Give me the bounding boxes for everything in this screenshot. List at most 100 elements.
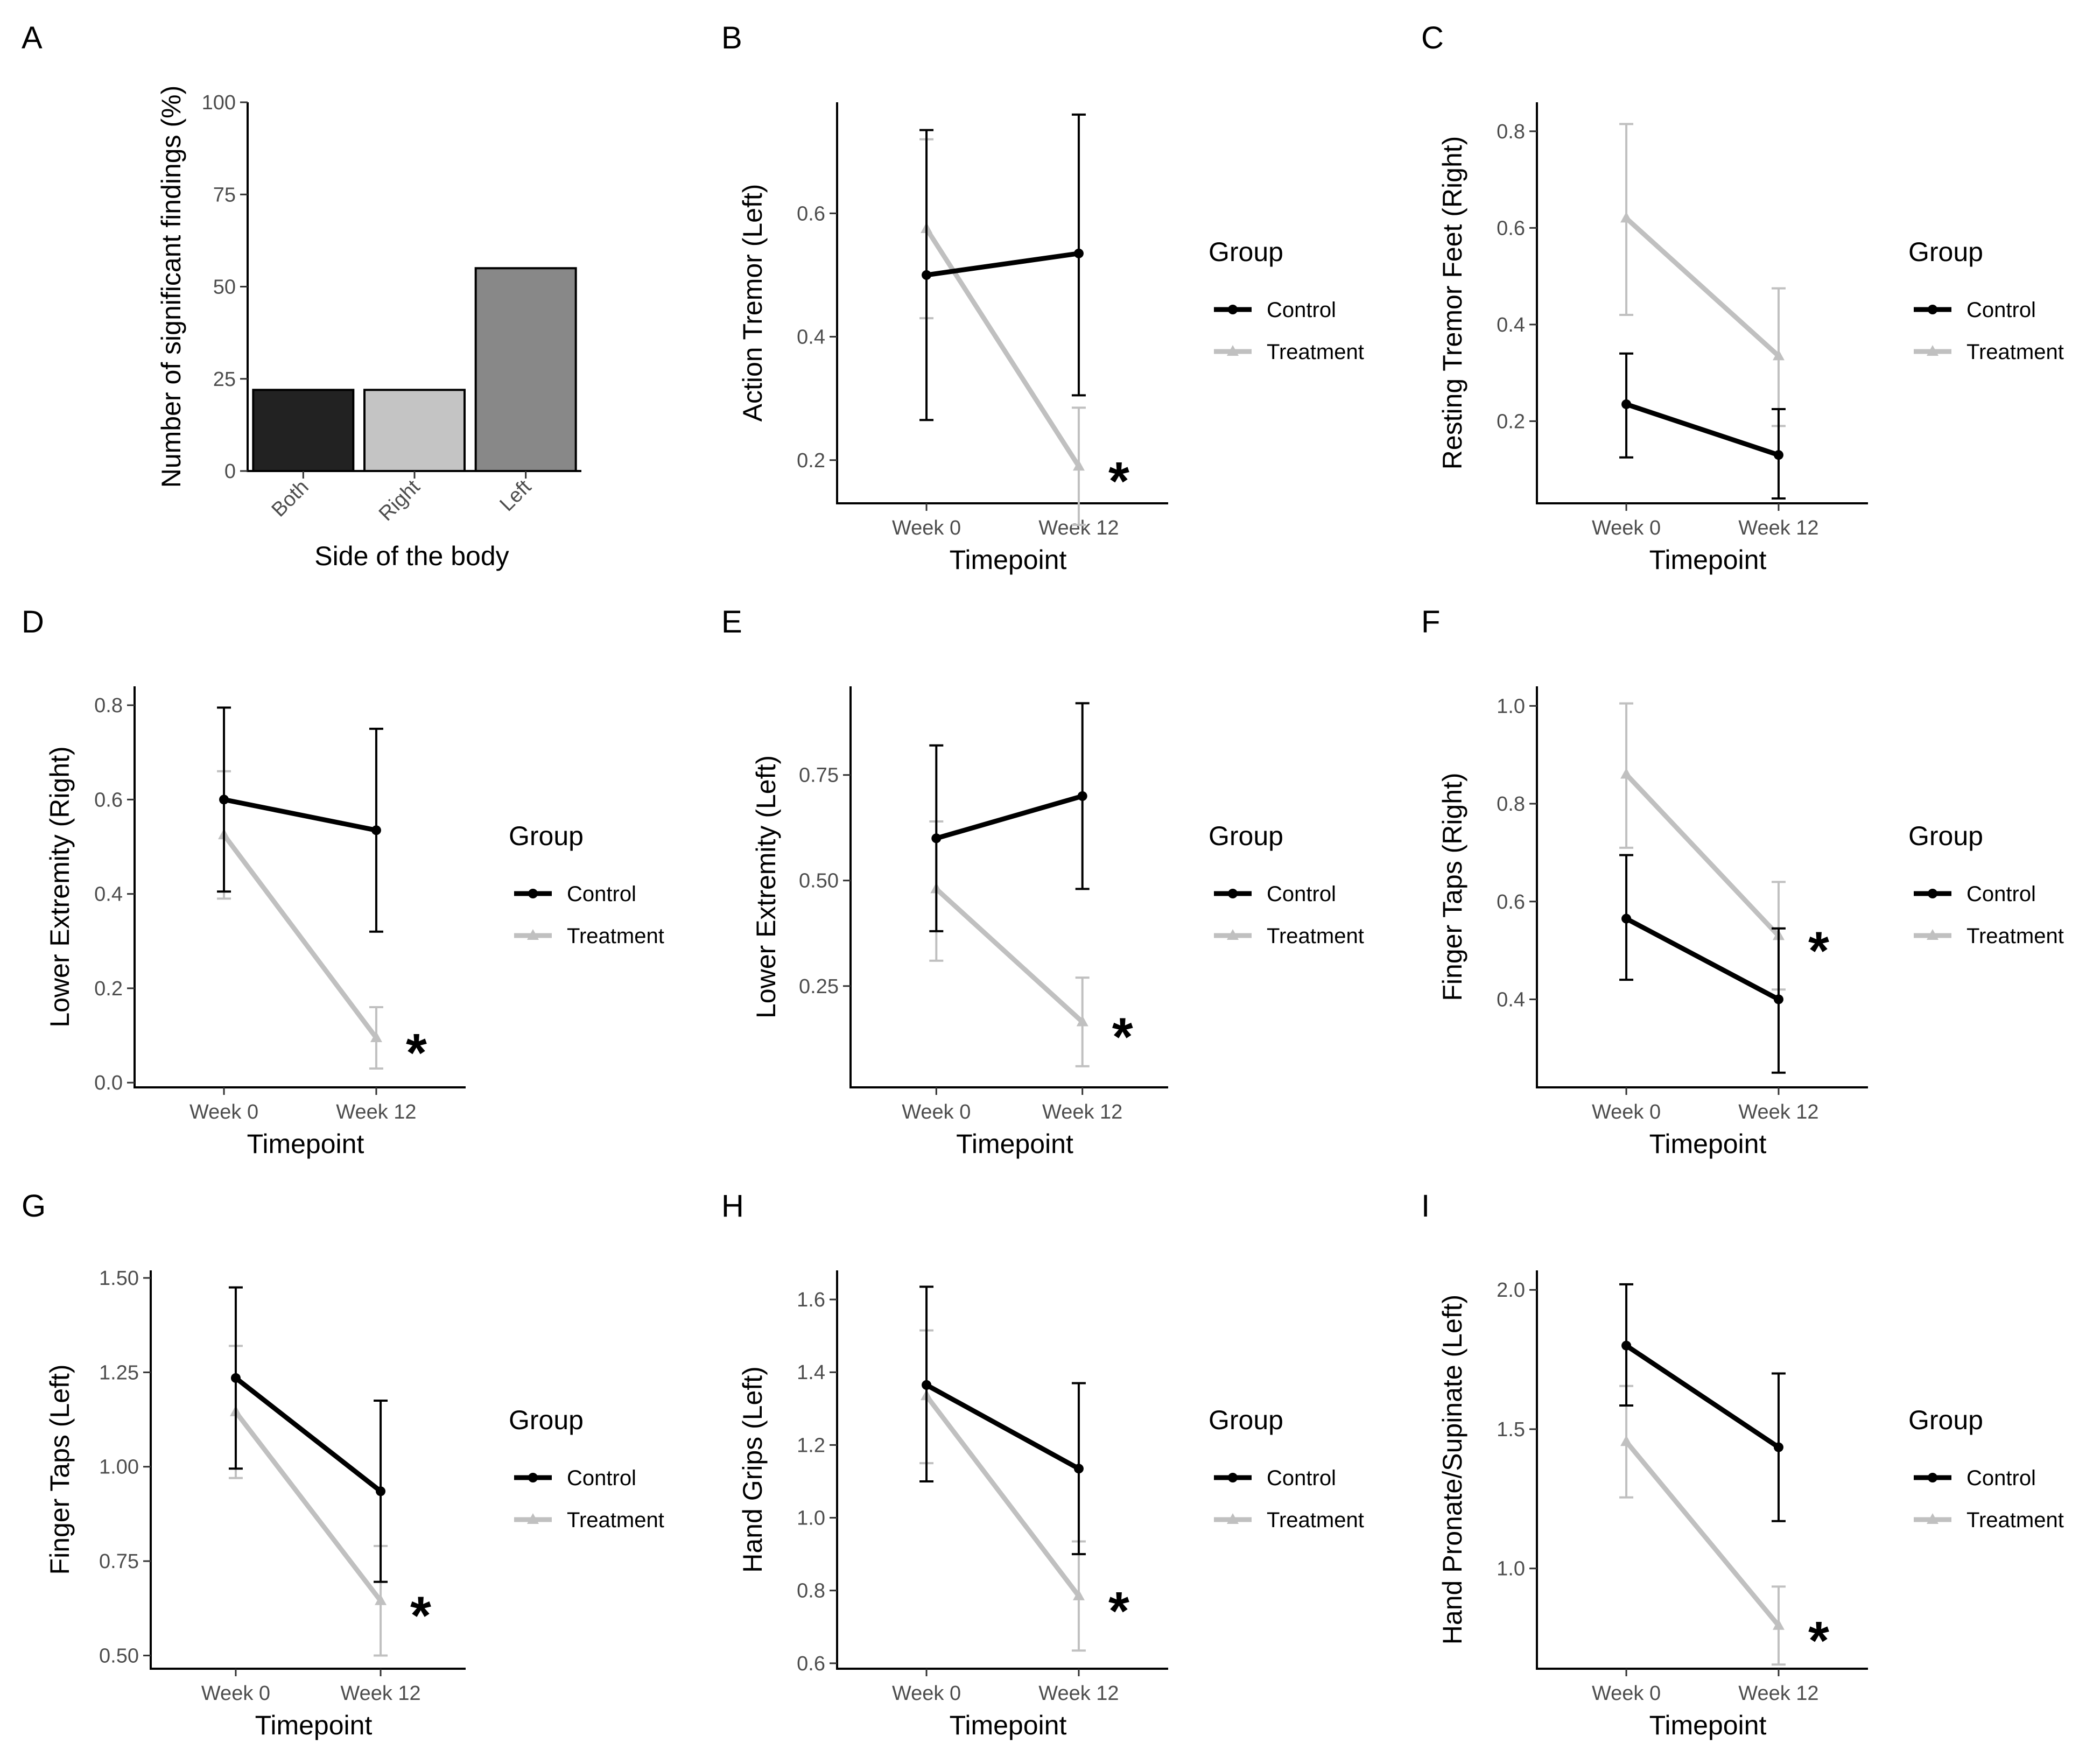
- x-axis-title: Timepoint: [1649, 545, 1767, 575]
- data-point: [1620, 1435, 1633, 1446]
- data-point: [230, 1373, 241, 1383]
- series-treatment: [919, 138, 1086, 526]
- legend-label: Control: [1267, 882, 1336, 906]
- data-point: [1772, 349, 1785, 361]
- significance-star: *: [1108, 451, 1129, 511]
- legend-label: Treatment: [1966, 340, 2064, 364]
- x-tick-label: Week 0: [892, 1682, 961, 1705]
- data-point: [371, 825, 381, 835]
- legend-label: Treatment: [1966, 924, 2064, 948]
- y-tick-label: 0.6: [94, 789, 123, 811]
- data-point: [1072, 1589, 1085, 1600]
- legend-key-marker: [1228, 889, 1238, 898]
- y-tick-label: 0.2: [94, 978, 123, 1000]
- y-tick-label: 0.50: [799, 870, 839, 892]
- legend-label: Control: [567, 1466, 636, 1490]
- x-axis-title: Timepoint: [255, 1710, 373, 1740]
- legend: Group Control Treatment: [1908, 1405, 2064, 1532]
- y-tick-label: 1.2: [797, 1434, 825, 1457]
- data-point: [1072, 460, 1085, 471]
- legend-key-marker: [1928, 1473, 1937, 1482]
- series-line: [1624, 772, 1781, 938]
- y-axis-title: Hand Pronate/Supinate (Left): [1437, 1295, 1467, 1644]
- y-tick-label: 0.4: [797, 326, 825, 349]
- legend-title: Group: [509, 821, 584, 851]
- y-axis-title: Lower Extremity (Right): [45, 746, 75, 1027]
- legend-key-marker: [527, 1513, 539, 1524]
- panel-letter-b: B: [721, 20, 742, 55]
- series-treatment: [1619, 123, 1786, 427]
- x-tick-label: Week 12: [1738, 517, 1818, 539]
- panel-f: F 0.4 0.6 0.8 1.0 Finger Taps (Right) Week 0 We…: [1421, 605, 2064, 1159]
- legend: Group Control Treatment: [1209, 237, 1364, 364]
- legend: Group Control Treatment: [509, 1405, 664, 1532]
- x-tick-label: Right: [375, 475, 425, 525]
- series-line: [924, 226, 1081, 469]
- legend-title: Group: [1908, 821, 1983, 851]
- series-treatment: [929, 820, 1090, 1067]
- x-tick-label: Left: [496, 475, 536, 516]
- data-point: [1620, 768, 1633, 779]
- series-line: [933, 886, 1085, 1024]
- y-tick-label: 0.50: [99, 1644, 139, 1667]
- x-tick-label: Week 0: [902, 1101, 971, 1123]
- y-tick-label: 1.6: [797, 1289, 825, 1311]
- series-treatment: [919, 1329, 1086, 1652]
- data-point: [1621, 1340, 1632, 1351]
- series-line: [933, 793, 1085, 841]
- legend-label: Control: [1966, 882, 2036, 906]
- panel-e: E 0.25 0.50 0.75 Lower Extremity (Left) Week …: [721, 605, 1364, 1159]
- legend-key-marker: [1927, 1513, 1939, 1524]
- series-line: [1624, 916, 1781, 1002]
- y-tick-label: 0.2: [797, 449, 825, 472]
- y-tick-label: 0.75: [799, 764, 839, 787]
- x-tick-label: Week 0: [892, 517, 961, 539]
- x-tick-label: Week 12: [336, 1101, 416, 1123]
- panel-letter-a: A: [22, 20, 43, 55]
- data-point: [931, 833, 942, 844]
- panel-letter-i: I: [1421, 1189, 1430, 1224]
- series-line: [233, 1409, 383, 1604]
- legend-key-marker: [1228, 1473, 1238, 1482]
- legend-label: Control: [1966, 298, 2036, 322]
- data-point: [370, 1031, 382, 1042]
- legend-title: Group: [1209, 237, 1283, 267]
- x-tick-label: Week 12: [1038, 1682, 1119, 1705]
- legend-key-marker: [1227, 345, 1239, 356]
- legend-label: Treatment: [1966, 1508, 2064, 1532]
- y-tick-label: 1.0: [1497, 1558, 1525, 1580]
- legend-label: Control: [1267, 298, 1336, 322]
- legend-title: Group: [1908, 237, 1983, 267]
- legend-key-marker: [1227, 1513, 1239, 1524]
- data-point: [1773, 450, 1783, 460]
- series-line: [924, 251, 1081, 278]
- y-axis-title: Action Tremor (Left): [738, 184, 768, 422]
- y-tick-label: 1.5: [1497, 1418, 1525, 1441]
- x-tick-label: Week 0: [189, 1101, 258, 1123]
- series-control: [919, 1285, 1086, 1556]
- series-treatment: [1619, 702, 1786, 991]
- panel-letter-d: D: [22, 605, 44, 639]
- series-line: [924, 1382, 1081, 1471]
- y-axis-title: Resting Tremor Feet (Right): [1437, 136, 1467, 470]
- data-point: [1773, 1442, 1783, 1452]
- series-line: [924, 1393, 1081, 1599]
- legend-label: Treatment: [1267, 1508, 1364, 1532]
- y-tick-label: 25: [213, 368, 236, 391]
- y-tick-label: 0.75: [99, 1550, 139, 1573]
- y-tick-label: 0.4: [1497, 314, 1525, 336]
- significance-star: *: [410, 1586, 431, 1646]
- legend-key-marker: [1227, 929, 1239, 940]
- y-axis-title: Number of significant findings (%): [156, 86, 186, 488]
- x-tick-label: Week 12: [1042, 1101, 1122, 1123]
- series-control: [1619, 854, 1786, 1074]
- y-tick-label: 0.6: [1497, 217, 1525, 240]
- data-point: [1621, 399, 1632, 409]
- legend-key-marker: [528, 1473, 538, 1482]
- legend: Group Control Treatment: [1908, 821, 2064, 948]
- y-tick-label: 1.25: [99, 1361, 139, 1384]
- data-point: [219, 795, 229, 805]
- y-tick-label: 0.6: [797, 202, 825, 225]
- series-control: [1619, 352, 1786, 500]
